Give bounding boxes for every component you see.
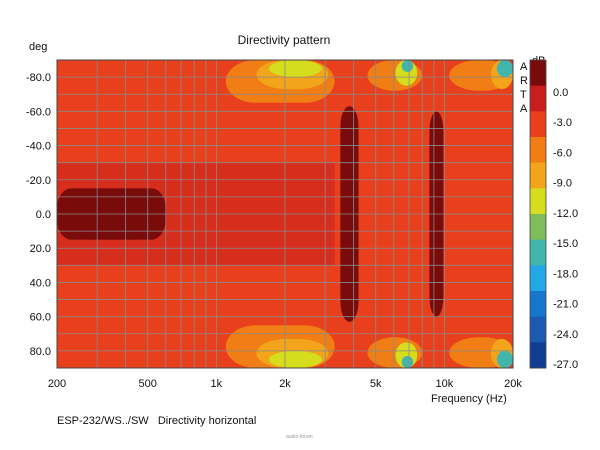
colorbar-tick-label: -12.0 (553, 208, 578, 220)
colorbar-tick-label: 0.0 (553, 87, 568, 99)
y-tick-label: 60.0 (30, 312, 51, 324)
colorbar-tick-label: -9.0 (553, 178, 572, 190)
y-tick-label: 40.0 (30, 277, 51, 289)
grid-lines (56, 59, 514, 369)
contour-region (401, 60, 414, 72)
y-tick-label: -40.0 (26, 141, 51, 153)
x-tick-label: 1k (211, 378, 223, 390)
logo-letter: A (520, 103, 528, 115)
colorbar-swatch (530, 214, 546, 241)
watermark: audio-forum (286, 434, 313, 440)
colorbar-swatch (530, 111, 546, 138)
logo-letter: R (520, 75, 528, 87)
plot-frame (56, 59, 514, 369)
colorbar-swatch (530, 162, 546, 189)
chart-title: Directivity pattern (238, 33, 331, 47)
colorbar: 0.0 -3.0 -6.0 -9.0 -12.0 -15.0 -18.0 -21.0 -24.0… (529, 59, 578, 371)
contour-region (401, 356, 414, 368)
colorbar-swatch (530, 342, 546, 369)
colorbar-tick-label: -27.0 (553, 359, 578, 371)
x-axis-ticks: 200 500 1k 2k 5k 10k 20k (48, 378, 523, 390)
x-tick-label: 10k (435, 378, 453, 390)
y-axis-ticks: -80.0 -60.0 -40.0 -20.0 0.0 20.0 40.0 60.0 80.0 (26, 72, 51, 358)
y-tick-label: -80.0 (26, 72, 51, 84)
logo-letter: A (520, 61, 528, 73)
y-tick-label: -60.0 (26, 106, 51, 118)
x-tick-label: 20k (504, 378, 522, 390)
contour-region (268, 60, 322, 78)
x-tick-label: 2k (279, 378, 291, 390)
colorbar-tick-label: -21.0 (553, 299, 578, 311)
colorbar-tick-label: -6.0 (553, 147, 572, 159)
contour-region (496, 60, 513, 78)
colorbar-tick-label: -3.0 (553, 117, 572, 129)
y-tick-label: 20.0 (30, 243, 51, 255)
colorbar-tick-label: -15.0 (553, 238, 578, 250)
y-tick-label: 0.0 (36, 209, 51, 221)
colorbar-frame (529, 59, 547, 369)
colorbar-swatch (530, 265, 546, 292)
y-tick-label: 80.0 (30, 346, 51, 358)
colorbar-swatch (530, 137, 546, 164)
x-tick-label: 200 (48, 378, 66, 390)
colorbar-tick-label: -18.0 (553, 268, 578, 280)
x-tick-label: 5k (370, 378, 382, 390)
colorbar-swatch (530, 60, 546, 87)
logo-letter: T (520, 89, 527, 101)
colorbar-swatch (530, 85, 546, 112)
x-axis-label: Frequency (Hz) (431, 393, 507, 405)
contour-region (496, 350, 513, 368)
colorbar-swatch (530, 291, 546, 318)
figure-caption: ESP-232/WS../SW Directivity horizontal (57, 415, 257, 427)
colorbar-swatch (530, 239, 546, 266)
contour-region (268, 350, 322, 368)
colorbar-tick-label: -24.0 (553, 329, 578, 341)
y-axis-label: deg (29, 41, 47, 53)
colorbar-swatch (530, 316, 546, 343)
x-tick-label: 500 (139, 378, 157, 390)
colorbar-swatch (530, 188, 546, 215)
y-tick-label: -20.0 (26, 175, 51, 187)
